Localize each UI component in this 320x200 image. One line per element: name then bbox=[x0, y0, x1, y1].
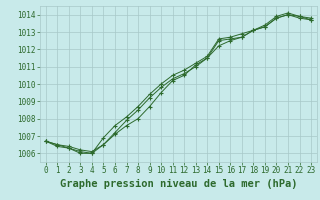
X-axis label: Graphe pression niveau de la mer (hPa): Graphe pression niveau de la mer (hPa) bbox=[60, 179, 297, 189]
